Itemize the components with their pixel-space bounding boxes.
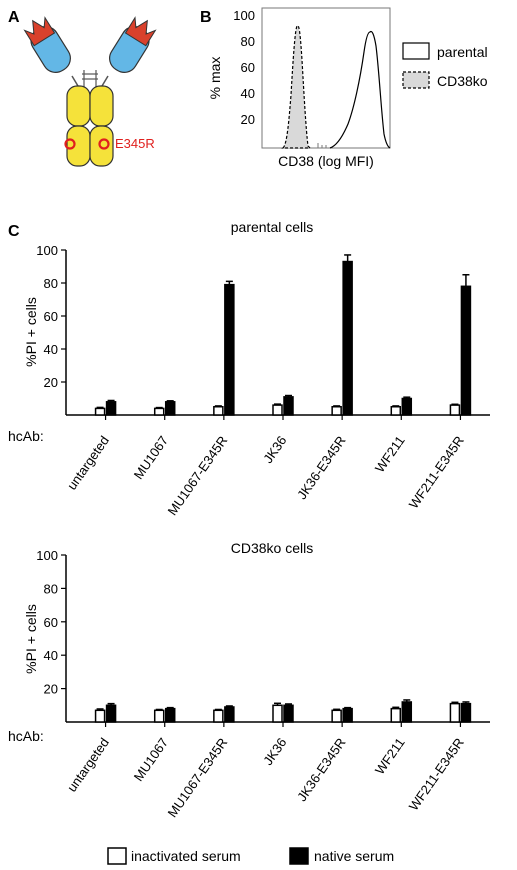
y-tick-label: 40 <box>44 342 58 357</box>
category-label: MU1067-E345R <box>165 735 231 820</box>
legend-native-label: native serum <box>314 848 394 864</box>
y-tick-label: 60 <box>44 615 58 630</box>
legend-parental-label: parental <box>437 44 488 60</box>
legend-cd38ko-label: CD38ko <box>437 73 488 89</box>
y-axis-label-text: %PI + cells <box>23 604 39 674</box>
y-tick-label: 40 <box>44 648 58 663</box>
bar-native <box>283 704 294 723</box>
bar-native <box>460 702 472 723</box>
y-tick-label: 80 <box>44 276 58 291</box>
antibody-diagram <box>23 16 157 167</box>
hist-ylabel: % max <box>207 57 223 100</box>
category-label: MU1067 <box>131 433 171 482</box>
bar-inactivated <box>272 704 283 723</box>
y-axis-label: %PI + cells <box>23 604 39 674</box>
hist-ytick-80: 80 <box>241 34 255 49</box>
legend-parental-swatch <box>402 42 430 60</box>
hist-ytick-20: 20 <box>241 112 255 127</box>
bar-inactivated <box>449 702 461 723</box>
mutation-label: E345R <box>115 136 155 151</box>
category-label: untargeted <box>64 735 112 795</box>
panel-letter-a: A <box>8 9 20 26</box>
y-tick-label: 100 <box>36 548 58 563</box>
parental-bar-chart: parental cells %PI + cells hcAb: 20 40 60 8… <box>8 219 490 518</box>
hist-ytick-40: 40 <box>241 86 255 101</box>
category-label: WF211-E345R <box>406 735 467 813</box>
category-label: MU1067-E345R <box>165 433 231 518</box>
category-label: WF211-E345R <box>406 433 467 511</box>
bar-inactivated <box>272 404 283 416</box>
cd38ko-bar-chart: CD38ko cells %PI + cells hcAb: 20 40 60 80 1… <box>8 540 490 820</box>
cd38ko-histogram <box>281 25 312 149</box>
histogram-frame: 100 80 60 40 20 % max CD38 (log MFI) par… <box>207 7 488 169</box>
category-label: MU1067 <box>131 735 171 784</box>
bar-inactivated <box>94 709 106 723</box>
parental-histogram <box>329 30 391 149</box>
bar-native <box>105 704 117 723</box>
category-label: WF211 <box>372 735 408 777</box>
bar-inactivated <box>390 707 402 723</box>
panel-letter-c: C <box>8 223 20 240</box>
y-tick-label: 80 <box>44 581 58 596</box>
bar-inactivated <box>94 407 106 416</box>
fc-ch2-left <box>66 85 91 127</box>
bar-native <box>105 401 117 416</box>
hcab-label: hcAb: <box>8 428 44 444</box>
left-cdr-tip <box>23 16 56 47</box>
mutation-marker-right <box>98 138 110 150</box>
hist-ytick-100: 100 <box>233 8 255 23</box>
legend-inactivated-label: inactivated serum <box>131 848 241 864</box>
category-label: JK36-E345R <box>294 735 349 804</box>
bar-inactivated <box>213 406 224 416</box>
legend-inactivated-swatch <box>107 847 127 865</box>
bar-native <box>460 285 472 416</box>
category-label: JK36 <box>260 735 289 768</box>
category-label: untargeted <box>64 433 112 493</box>
y-tick-label: 20 <box>44 375 58 390</box>
bar-inactivated <box>331 709 342 723</box>
bar-native <box>224 706 235 723</box>
legend-cd38ko-swatch <box>402 71 430 89</box>
hist-xlabel: CD38 (log MFI) <box>278 153 374 169</box>
hist-ytick-60: 60 <box>241 60 255 75</box>
right-cdr-tip <box>124 16 157 47</box>
bar-native <box>283 396 294 416</box>
category-label: WF211 <box>372 433 408 475</box>
y-axis-label-text: %PI + cells <box>23 297 39 367</box>
category-label: JK36-E345R <box>294 433 349 502</box>
bar-inactivated <box>331 406 342 416</box>
bar-native <box>164 401 176 416</box>
bar-inactivated <box>153 407 165 416</box>
bar-native <box>401 397 413 416</box>
fc-ch3-left <box>66 125 91 167</box>
legend-native-swatch <box>289 847 309 865</box>
bar-inactivated <box>213 709 224 723</box>
panel-letter-b: B <box>200 9 212 26</box>
bar-native <box>342 260 353 416</box>
mutation-marker-left <box>64 138 76 150</box>
y-tick-label: 20 <box>44 682 58 697</box>
bar-native <box>224 283 235 416</box>
bar-inactivated <box>153 709 165 723</box>
hcab-label: hcAb: <box>8 728 44 744</box>
category-label: JK36 <box>260 433 289 466</box>
bar-inactivated <box>390 406 402 416</box>
serum-legend: inactivated serum native serum <box>107 847 394 865</box>
y-axis-label: %PI + cells <box>23 297 39 367</box>
bar-native <box>342 707 353 723</box>
fc-ch3-right <box>89 125 114 167</box>
y-tick-label: 100 <box>36 243 58 258</box>
chart-title: parental cells <box>231 219 314 235</box>
bar-native <box>164 707 176 723</box>
y-tick-label: 60 <box>44 309 58 324</box>
bar-native <box>401 701 413 723</box>
fc-ch2-right <box>89 85 114 127</box>
chart-title: CD38ko cells <box>231 540 313 556</box>
bar-inactivated <box>449 404 461 416</box>
